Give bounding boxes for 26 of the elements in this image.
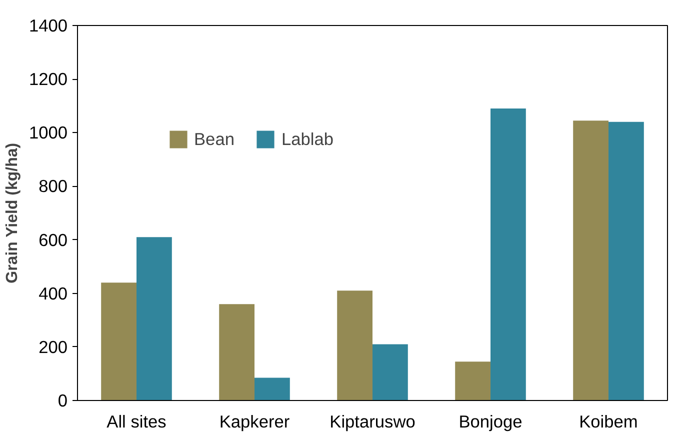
bar: [372, 344, 408, 400]
legend-label: Lablab: [281, 128, 334, 150]
y-tick-label: 400: [38, 283, 68, 304]
x-tick-label: Bonjoge: [458, 412, 522, 432]
bar: [573, 120, 608, 400]
y-tick-label: 200: [38, 336, 68, 357]
y-tick-label: 0: [58, 390, 68, 410]
bar: [608, 122, 644, 400]
y-tick-label: 1000: [28, 122, 68, 143]
bar: [490, 108, 526, 400]
y-tick-label: 1200: [28, 69, 68, 90]
bar: [337, 290, 372, 400]
bar: [136, 237, 172, 400]
y-tick-label: 600: [38, 230, 68, 250]
x-tick-label: Kiptaruswo: [330, 412, 416, 432]
bar: [219, 304, 254, 400]
x-tick-label: All sites: [106, 412, 167, 432]
legend-label: Bean: [194, 128, 234, 150]
bar: [455, 362, 490, 400]
y-tick-label: 800: [38, 176, 68, 196]
bar: [254, 378, 290, 400]
x-tick-label: Koibem: [579, 412, 638, 432]
bar: [101, 282, 136, 400]
y-axis-title: Grain Yield (kg/ha): [4, 142, 21, 284]
x-tick-label: Kapkerer: [219, 412, 290, 432]
y-tick-label: 1400: [28, 16, 68, 36]
